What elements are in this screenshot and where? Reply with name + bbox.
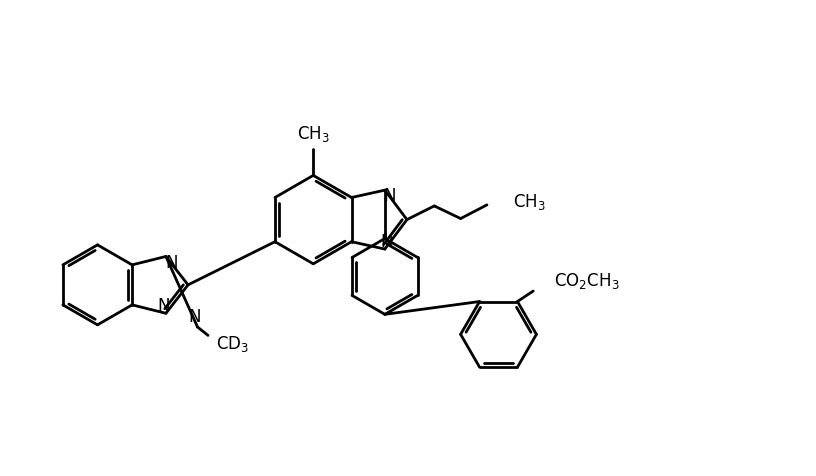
- Text: N: N: [188, 308, 201, 326]
- Text: N: N: [165, 253, 177, 271]
- Text: N: N: [381, 232, 393, 250]
- Text: N: N: [157, 296, 170, 314]
- Text: CD$_3$: CD$_3$: [216, 333, 250, 353]
- Text: CH$_3$: CH$_3$: [513, 191, 546, 211]
- Text: CH$_3$: CH$_3$: [297, 124, 330, 144]
- Text: N: N: [384, 187, 397, 205]
- Text: CO$_2$CH$_3$: CO$_2$CH$_3$: [554, 271, 620, 291]
